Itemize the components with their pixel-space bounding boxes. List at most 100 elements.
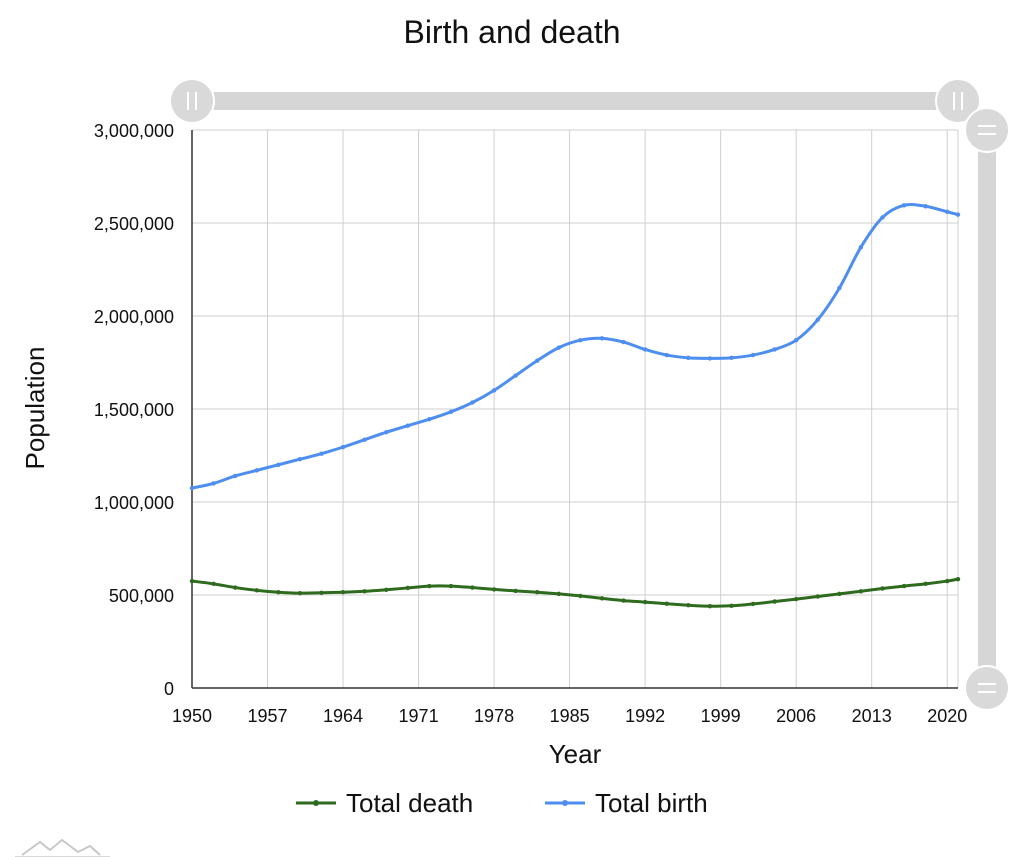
legend-marker (562, 800, 568, 806)
x-tick-label: 1999 (701, 706, 741, 726)
y-tick-label: 0 (164, 679, 174, 699)
data-point-total-birth (815, 317, 820, 322)
horizontal-slider-left-handle[interactable] (169, 78, 215, 124)
data-point-total-birth (707, 356, 713, 361)
data-point-total-death (254, 588, 259, 593)
data-point-total-death (686, 603, 691, 608)
data-point-total-death (858, 589, 864, 594)
data-point-total-birth (491, 388, 497, 393)
data-point-total-death (319, 590, 324, 595)
data-point-total-death (211, 581, 216, 587)
series-line-total-death (191, 577, 959, 608)
data-point-total-death (901, 583, 907, 589)
data-point-total-birth (955, 212, 961, 217)
x-axis-ticks: 1950 1957 1964 1971 1978 1985 1992 1999 2006 2013… (172, 706, 967, 726)
data-point-total-birth (276, 462, 281, 467)
data-point-total-death (729, 603, 734, 608)
data-point-total-death (340, 590, 346, 595)
y-tick-label: 2,000,000 (94, 307, 174, 327)
data-point-total-death (772, 599, 777, 604)
horizontal-range-slider[interactable] (169, 78, 981, 124)
data-point-total-birth (362, 437, 367, 442)
data-point-total-birth (599, 336, 605, 341)
x-axis-title: Year (549, 739, 602, 769)
data-point-total-death (750, 601, 756, 607)
data-point-total-death (362, 589, 367, 594)
x-tick-label: 1992 (625, 706, 665, 726)
data-point-total-birth (793, 337, 799, 343)
data-point-total-birth (664, 352, 669, 358)
data-point-total-birth (535, 358, 540, 363)
legend-label: Total death (346, 788, 473, 818)
data-point-total-birth (729, 355, 734, 361)
data-point-total-death (405, 585, 410, 591)
data-point-total-death (880, 586, 885, 591)
data-point-total-birth (837, 285, 842, 291)
y-tick-label: 1,500,000 (94, 400, 174, 420)
x-tick-label: 2013 (852, 706, 892, 726)
data-point-total-death (837, 591, 842, 597)
data-point-total-death (578, 593, 583, 599)
x-tick-label: 1978 (474, 706, 514, 726)
data-point-total-death (491, 587, 497, 592)
data-point-total-birth (448, 409, 454, 414)
legend-label: Total birth (595, 788, 708, 818)
data-point-total-death (513, 588, 518, 594)
legend: Total death Total birth (296, 788, 708, 818)
data-point-total-birth (923, 204, 928, 209)
data-point-total-birth (427, 417, 432, 422)
data-point-total-birth (211, 481, 216, 486)
data-point-total-birth (880, 215, 885, 220)
y-tick-label: 500,000 (109, 586, 174, 606)
data-point-total-death (189, 578, 195, 584)
x-tick-label: 1957 (247, 706, 287, 726)
data-point-total-birth (642, 347, 648, 352)
data-point-total-death (955, 576, 961, 582)
data-point-total-birth (254, 468, 259, 473)
data-point-total-death (297, 590, 303, 596)
grid (191, 129, 959, 689)
data-point-total-birth (686, 355, 691, 361)
series-line-total-birth (191, 203, 959, 490)
data-point-total-birth (189, 485, 195, 491)
data-point-total-death (815, 594, 820, 599)
data-point-total-birth (772, 347, 777, 352)
data-point-total-death (556, 591, 562, 597)
data-point-total-birth (470, 400, 475, 405)
data-point-total-death (621, 598, 626, 603)
vertical-slider-track[interactable] (978, 130, 996, 688)
chart-title: Birth and death (403, 14, 621, 50)
data-point-total-birth (901, 203, 907, 208)
data-point-total-birth (319, 451, 324, 456)
data-point-total-death (276, 590, 281, 595)
vertical-slider-bottom-handle[interactable] (964, 665, 1010, 711)
y-tick-label: 2,500,000 (94, 214, 174, 234)
vertical-range-slider[interactable] (964, 107, 1010, 711)
data-point-total-birth (858, 244, 864, 250)
data-point-total-death (945, 578, 950, 584)
data-point-total-death (793, 596, 799, 602)
x-tick-label: 1964 (323, 706, 363, 726)
legend-marker (313, 800, 319, 806)
data-point-total-death (923, 581, 928, 587)
data-point-total-birth (750, 352, 756, 358)
x-tick-label: 2020 (927, 706, 967, 726)
x-tick-label: 1950 (172, 706, 212, 726)
y-axis-title: Population (20, 347, 50, 470)
mountain-logo-icon (15, 838, 110, 857)
x-tick-label: 2006 (776, 706, 816, 726)
data-point-total-birth (513, 373, 518, 378)
y-tick-label: 1,000,000 (94, 493, 174, 513)
vertical-slider-top-handle[interactable] (964, 107, 1010, 153)
horizontal-slider-right-handle[interactable] (935, 78, 981, 124)
data-point-total-death (232, 585, 238, 590)
data-point-total-birth (556, 345, 562, 350)
horizontal-slider-track[interactable] (192, 92, 958, 110)
data-point-total-death (470, 585, 475, 590)
data-point-total-birth (340, 444, 346, 450)
legend-item-total-death[interactable]: Total death (296, 788, 473, 818)
data-point-total-death (599, 596, 605, 601)
legend-item-total-birth[interactable]: Total birth (545, 788, 708, 818)
data-point-total-death (664, 601, 669, 606)
